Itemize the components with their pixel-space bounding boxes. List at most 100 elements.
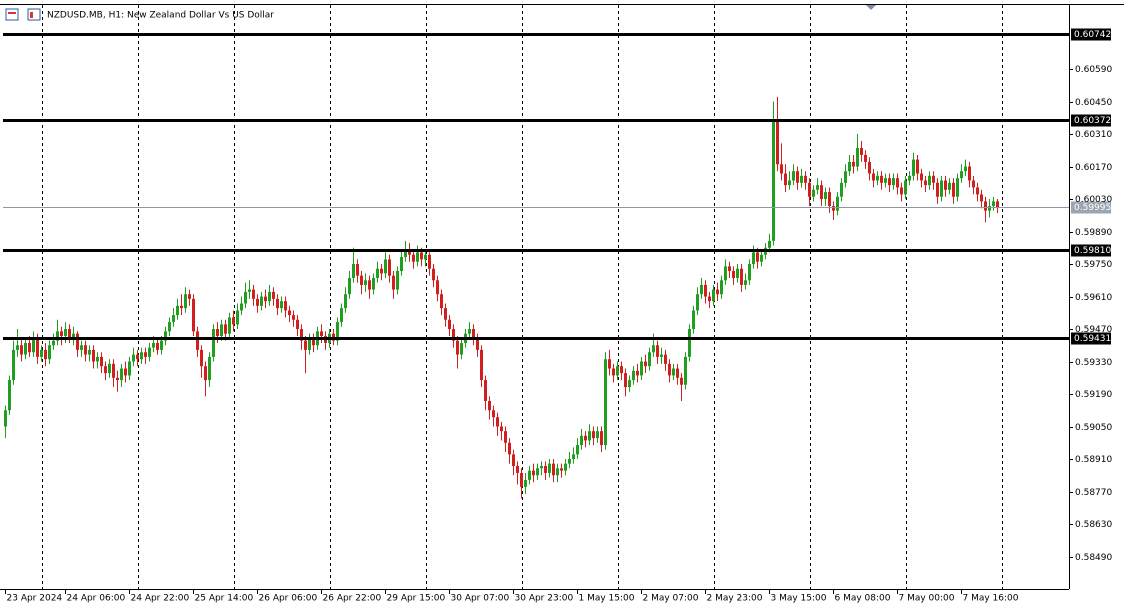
y-tick-label: 0.59050	[1075, 423, 1112, 433]
candle-body	[180, 305, 183, 309]
candle-body	[484, 380, 487, 401]
candle-body	[260, 296, 263, 306]
candle-body	[368, 280, 371, 290]
candle-body	[44, 349, 47, 360]
candle-body	[956, 178, 959, 197]
candle-body	[696, 294, 699, 311]
candle-body	[236, 310, 239, 325]
candle-body	[308, 338, 311, 350]
candle-body	[692, 310, 695, 330]
candle-body	[732, 271, 735, 278]
candle-body	[292, 315, 295, 320]
candle-body	[104, 366, 107, 374]
candle-body	[804, 175, 807, 183]
candle-body	[860, 147, 863, 155]
candle-body	[532, 470, 535, 476]
candle-body	[376, 268, 379, 278]
candle-body	[680, 377, 683, 385]
candle-body	[336, 322, 339, 341]
candle-body	[896, 178, 899, 188]
x-tick-label: 1 May 15:00	[579, 594, 635, 604]
candle-body	[340, 308, 343, 323]
candle-body	[632, 370, 635, 381]
candle-body	[572, 454, 575, 460]
candle-body	[644, 361, 647, 367]
x-tick-label: 3 May 15:00	[771, 594, 827, 604]
candle-body	[488, 400, 491, 411]
candle-body	[864, 154, 867, 162]
candle-body	[40, 349, 43, 357]
candle-body	[212, 329, 215, 357]
candle-body	[436, 280, 439, 295]
candle-body	[548, 463, 551, 473]
candle-body	[512, 454, 515, 466]
candle-body	[52, 340, 55, 346]
candle-body	[396, 271, 399, 290]
candle-body	[756, 252, 759, 262]
candle-body	[280, 301, 283, 309]
candle-body	[584, 435, 587, 441]
candle-body	[920, 173, 923, 181]
x-tick-label: 2 May 07:00	[643, 594, 699, 604]
candle-body	[528, 470, 531, 480]
candle-body	[824, 192, 827, 200]
candle-body	[356, 264, 359, 276]
candle-body	[88, 349, 91, 355]
candle-body	[428, 254, 431, 269]
chart-title: NZDUSD.MB, H1: New Zealand Dollar Vs US …	[47, 11, 274, 21]
candle-body	[716, 289, 719, 295]
candle-body	[936, 182, 939, 197]
candle-body	[448, 319, 451, 330]
candle-body	[352, 264, 355, 278]
x-tick-label: 30 Apr 23:00	[515, 594, 574, 604]
candle-body	[232, 317, 235, 325]
candle-body	[48, 345, 51, 360]
candle-body	[784, 173, 787, 186]
candle-body	[432, 268, 435, 281]
candle-body	[460, 342, 463, 355]
candle-body	[68, 329, 71, 339]
candle-body	[780, 164, 783, 174]
candle-body	[620, 366, 623, 374]
x-tick-label: 26 Apr 06:00	[259, 594, 318, 604]
candle-body	[320, 331, 323, 336]
candle-body	[884, 178, 887, 183]
candle-body	[472, 329, 475, 339]
candle-body	[144, 352, 147, 357]
icon-trade[interactable]	[27, 8, 41, 21]
candle-body	[948, 182, 951, 190]
candle-body	[156, 342, 159, 350]
icon-trade-bar	[30, 12, 33, 18]
candle-body	[80, 345, 83, 350]
candle-body	[304, 340, 307, 350]
candle-body	[160, 340, 163, 350]
candle-body	[788, 180, 791, 186]
candle-body	[76, 333, 79, 350]
candle-body	[856, 147, 859, 167]
candle-body	[728, 266, 731, 272]
candle-body	[656, 345, 659, 357]
shift-marker[interactable]	[866, 5, 876, 10]
y-tick-label: 0.60170	[1075, 163, 1112, 173]
candle-body	[940, 180, 943, 197]
candle-body	[604, 359, 607, 446]
candle-body	[220, 324, 223, 336]
candle-body	[720, 280, 723, 295]
candle-body	[132, 354, 135, 362]
x-tick-label: 25 Apr 14:00	[195, 594, 254, 604]
candle-body	[192, 298, 195, 332]
icon-menu[interactable]	[5, 8, 19, 21]
candle-body	[408, 250, 411, 255]
candle-body	[848, 161, 851, 172]
candle-body	[816, 185, 819, 190]
candle-body	[868, 161, 871, 174]
level-label: 0.60372	[1074, 116, 1111, 126]
candle-body	[252, 289, 255, 299]
candle-body	[24, 342, 27, 355]
x-tick-label: 2 May 23:00	[707, 594, 763, 604]
candle-body	[444, 308, 447, 320]
y-tick-label: 0.59190	[1075, 390, 1112, 400]
x-tick-label: 24 Apr 06:00	[67, 594, 126, 604]
